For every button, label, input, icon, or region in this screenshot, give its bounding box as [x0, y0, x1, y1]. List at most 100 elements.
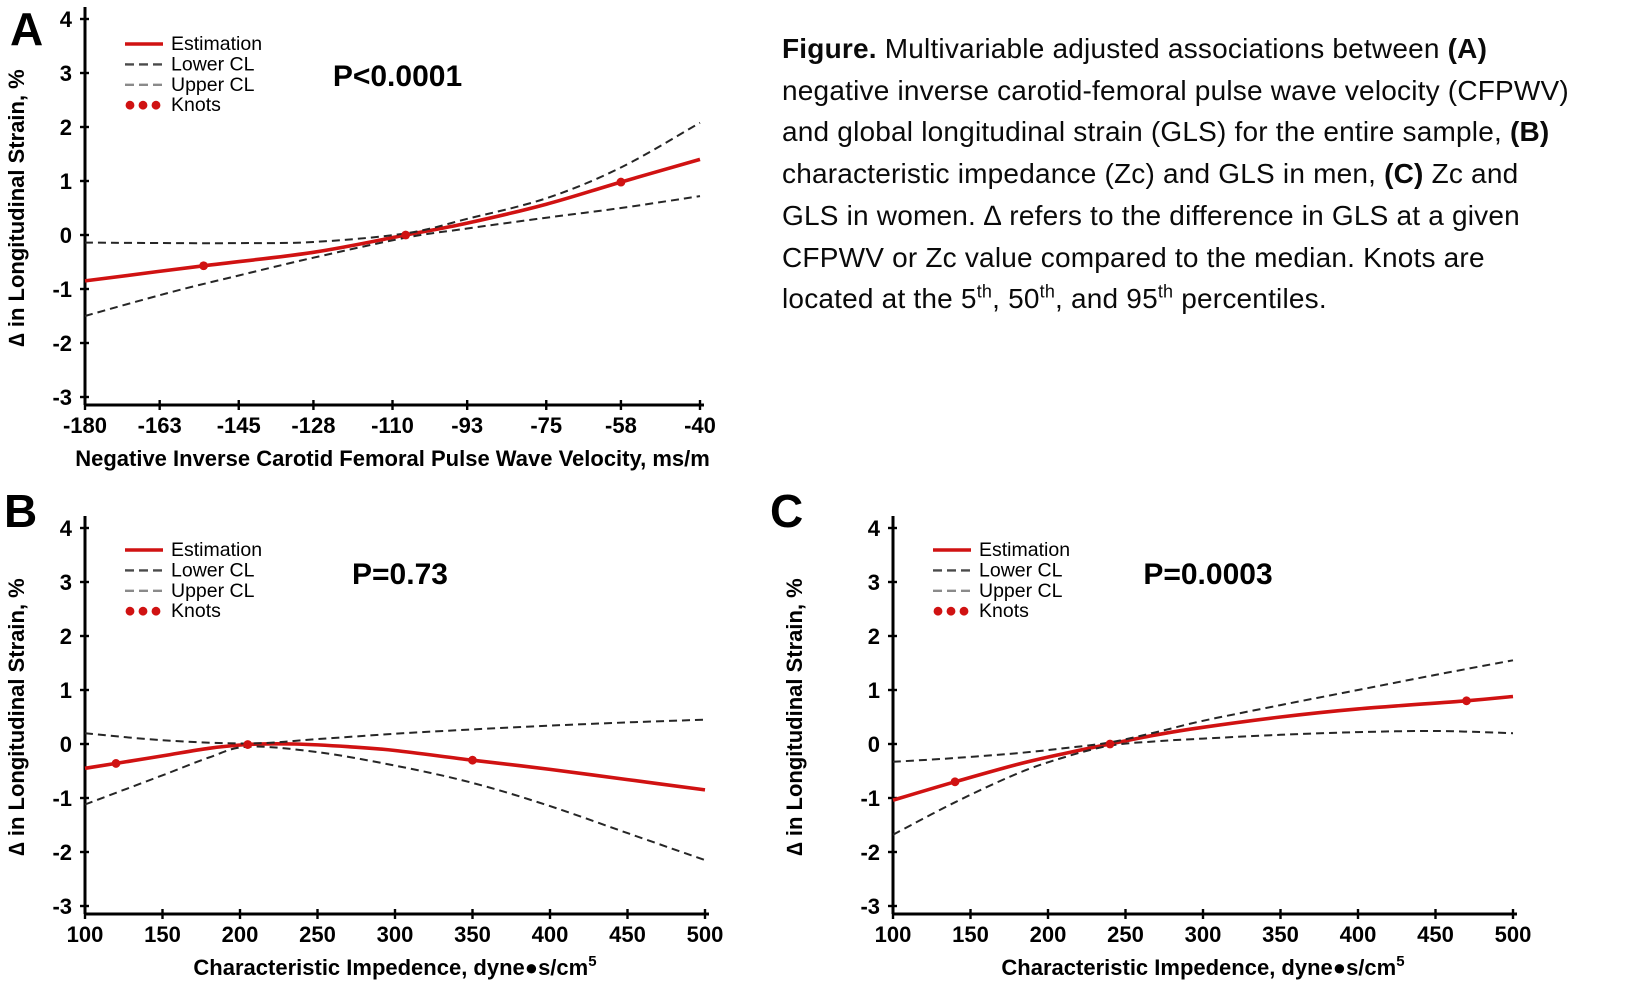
y-tick-label: 1	[60, 169, 72, 194]
knots-swatch-dot	[959, 606, 969, 616]
x-tick-label: -128	[291, 413, 335, 438]
knot-dot	[111, 759, 121, 768]
legend-label: Estimation	[171, 539, 262, 561]
legend-label: Lower CL	[979, 559, 1063, 581]
legend-label: Knots	[171, 94, 221, 116]
legend-label: Upper CL	[979, 580, 1063, 602]
x-tick-label: 500	[687, 922, 724, 947]
y-tick-label: -1	[52, 277, 72, 302]
legend-label: Estimation	[171, 33, 262, 55]
knot-dot	[1462, 696, 1471, 706]
p-value-label: P<0.0001	[333, 60, 462, 93]
legend-label: Lower CL	[171, 53, 255, 75]
caption-segment: , and 95	[1055, 283, 1158, 315]
knot-dot	[950, 777, 960, 787]
legend-label: Upper CL	[171, 580, 255, 602]
p-value-label: P=0.0003	[1143, 558, 1272, 591]
knots-swatch-dot	[138, 100, 148, 110]
lower-cl-line	[84, 195, 701, 317]
caption-segment: , 50	[992, 283, 1040, 315]
knots-swatch-dot	[151, 606, 161, 616]
x-tick-label: 450	[1417, 922, 1454, 947]
axes: -3 -2 -1 0 1 2 3 4 100 150 200 250 300 350 400 450 500	[52, 516, 723, 947]
panel-c-label: C	[770, 485, 804, 537]
x-tick-label: -40	[684, 413, 716, 438]
x-tick-label: -110	[371, 413, 414, 438]
y-tick-label: 3	[60, 61, 72, 86]
y-tick-label: -3	[52, 894, 72, 919]
knots-swatch-dot	[125, 606, 135, 616]
x-tick-label: 400	[1340, 922, 1377, 947]
y-axis-label: ∆ in Longitudinal Strain, %	[4, 578, 29, 855]
knots-swatch-dot	[933, 606, 943, 616]
x-tick-label: 150	[952, 922, 989, 947]
legend-label: Knots	[171, 600, 221, 622]
y-axis-label: ∆ in Longitudinal Strain, %	[4, 69, 29, 346]
x-tick-label: -163	[138, 413, 182, 438]
x-tick-label: 200	[222, 922, 259, 947]
x-tick-label: -180	[63, 413, 107, 438]
x-tick-label: 350	[454, 922, 491, 947]
upper-cl-line	[84, 718, 706, 745]
panel-a-chart: -3 -2 -1 0 1 2 3 4 -180 -163 -145 -128 -110 -93 -75 -58…	[4, 7, 716, 471]
caption-segment: characteristic impedance (Zc) and GLS in…	[782, 158, 1385, 190]
estimation-line	[892, 694, 1514, 802]
panel-b-label: B	[4, 485, 38, 537]
y-axis-label: ∆ in Longitudinal Strain, %	[782, 578, 807, 855]
knot-dot	[401, 230, 411, 240]
y-tick-label: -3	[52, 385, 72, 410]
x-tick-label: 100	[875, 922, 912, 947]
knots	[199, 177, 626, 271]
panel-a-label: A	[10, 3, 44, 55]
x-tick-label: -75	[530, 413, 562, 438]
y-tick-label: 0	[60, 223, 72, 248]
caption-segment: (B)	[1509, 116, 1550, 148]
caption-segment: (C)	[1384, 158, 1424, 190]
knot-dot	[243, 740, 253, 749]
y-tick-label: -2	[52, 840, 72, 865]
x-tick-label: 100	[67, 922, 104, 947]
y-tick-label: 0	[868, 732, 880, 757]
y-tick-label: -2	[52, 331, 72, 356]
x-tick-label: 450	[609, 922, 646, 947]
caption-segment: Zc and GLS in women. ∆ refers to the dif…	[782, 158, 1520, 315]
legend-label: Knots	[979, 600, 1029, 622]
axes: -3 -2 -1 0 1 2 3 4 -180 -163 -145 -128 -110 -93 -75 -58…	[52, 7, 716, 438]
lower-cl-line	[892, 729, 1514, 836]
p-value-label: P=0.73	[352, 558, 448, 591]
x-axis-label: Characteristic Impedence, dyne●s/cm5	[1001, 953, 1404, 980]
caption-segment: th	[1039, 281, 1056, 302]
x-tick-label: 400	[532, 922, 569, 947]
y-tick-label: -1	[860, 786, 880, 811]
x-axis-label: Negative Inverse Carotid Femoral Pulse W…	[75, 446, 710, 471]
y-tick-label: 2	[868, 624, 880, 649]
caption-segment: negative inverse carotid-femoral pulse w…	[782, 74, 1569, 148]
figure-caption: Figure. Multivariable adjusted associati…	[782, 28, 1582, 320]
y-tick-label: 0	[60, 732, 72, 757]
estimation-line	[84, 157, 701, 283]
y-tick-label: 3	[868, 570, 880, 595]
y-tick-label: 4	[60, 516, 73, 541]
knot-dot	[1105, 739, 1115, 749]
caption-segment: th	[976, 281, 993, 302]
y-tick-label: 2	[60, 115, 72, 140]
caption-segment: (A)	[1447, 33, 1488, 64]
lower-cl-line	[84, 745, 706, 862]
y-tick-label: 1	[60, 678, 72, 703]
upper-cl-line	[892, 659, 1514, 763]
x-tick-label: 300	[377, 922, 414, 947]
caption-segment: th	[1157, 281, 1174, 302]
caption-segment: percentiles.	[1173, 283, 1327, 315]
x-tick-label: 150	[144, 922, 181, 947]
y-tick-label: 4	[868, 516, 881, 541]
y-tick-label: 3	[60, 570, 72, 595]
knot-dot	[468, 755, 477, 765]
x-axis-label: Characteristic Impedence, dyne●s/cm5	[193, 953, 596, 980]
y-tick-label: -3	[860, 894, 880, 919]
panel-c-chart: -3 -2 -1 0 1 2 3 4 100 150 200 250 300 350 400 450 500 Ch…	[782, 516, 1531, 980]
knots	[111, 740, 477, 768]
knots-swatch-dot	[151, 100, 161, 110]
